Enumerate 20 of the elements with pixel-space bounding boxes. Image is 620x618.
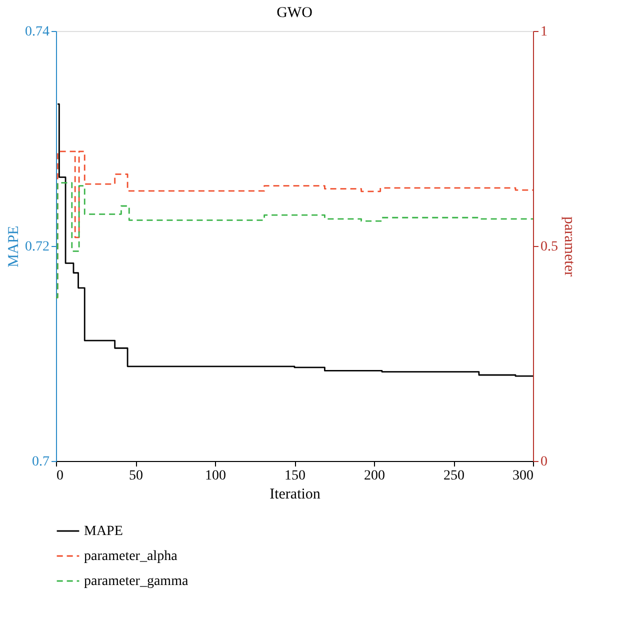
- x-tick-label: 0: [56, 468, 64, 484]
- x-tick-label: 300: [512, 468, 534, 484]
- y2-axis-title: parameter: [561, 216, 577, 276]
- x-tick-label: 200: [364, 468, 385, 484]
- y-tick-label: 0.72: [25, 240, 50, 254]
- y2-tick-label: 1: [540, 24, 548, 40]
- legend-label: MAPE: [84, 524, 123, 539]
- x-tick-label: 250: [444, 468, 464, 484]
- legend-label: parameter_alpha: [84, 549, 178, 564]
- x-axis-title: Iteration: [270, 486, 321, 502]
- y2-tick-label: 0: [540, 454, 548, 470]
- chart-title: GWO: [276, 5, 313, 21]
- y2-tick-label: 0.5: [540, 240, 558, 254]
- legend-label: parameter_gamma: [84, 574, 189, 589]
- y-tick-label: 0.74: [25, 24, 50, 40]
- x-tick-label: 150: [284, 468, 306, 484]
- y-axis-title: MAPE: [6, 226, 22, 268]
- y-tick-label: 0.7: [32, 454, 50, 470]
- x-tick-label: 50: [129, 468, 143, 484]
- x-tick-label: 100: [205, 468, 226, 484]
